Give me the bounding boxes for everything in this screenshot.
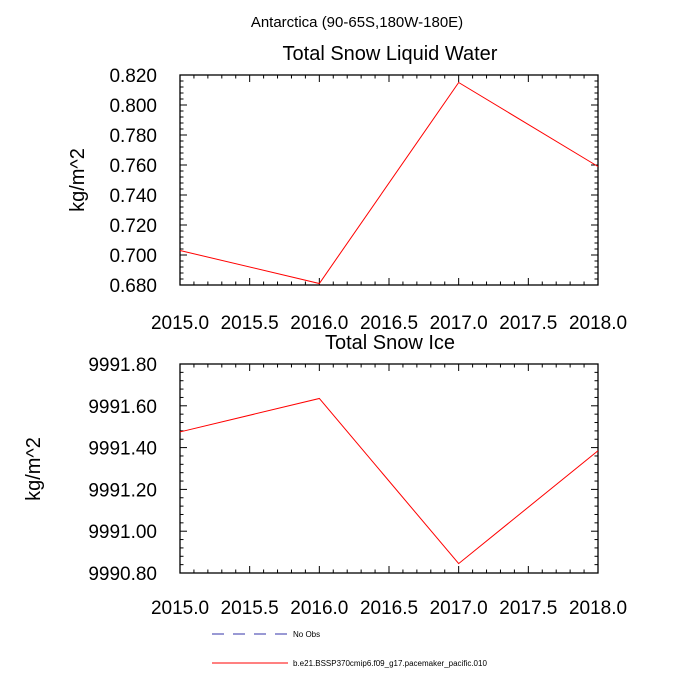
y-tick-label: 0.820 bbox=[109, 66, 157, 87]
y-tick-label: 0.680 bbox=[109, 276, 157, 297]
x-tick-label: 2015.0 bbox=[151, 598, 209, 619]
legend-entry-model: b.e21.BSSP370cmip6.f09_g17.pacemaker_pac… bbox=[212, 659, 487, 668]
suptitle: Antarctica (90-65S,180W-180E) bbox=[251, 14, 463, 31]
legend-label-no-obs: No Obs bbox=[293, 630, 320, 639]
y-tick-label: 0.740 bbox=[109, 186, 157, 207]
y-tick-label: 9991.00 bbox=[88, 522, 157, 543]
y-tick-label: 0.800 bbox=[109, 96, 157, 117]
series-lines bbox=[179, 397, 599, 565]
legend: No Obs b.e21.BSSP370cmip6.f09_g17.pacema… bbox=[212, 630, 487, 668]
x-tick-label: 2016.5 bbox=[360, 598, 418, 619]
y-tick-label: 0.760 bbox=[109, 156, 157, 177]
x-tick-labels: 2015.0 2015.5 2016.0 2016.5 2017.0 2017.5 2018… bbox=[151, 313, 627, 334]
x-tick-label: 2015.5 bbox=[221, 598, 279, 619]
y-tick-label: 0.700 bbox=[109, 246, 157, 267]
panel-title: Total Snow Ice bbox=[325, 332, 455, 354]
legend-entry-no-obs: No Obs bbox=[212, 630, 320, 639]
plot-frame bbox=[179, 74, 599, 286]
y-tick-label: 9991.40 bbox=[88, 439, 157, 460]
y-axis-label: kg/m^2 bbox=[67, 148, 89, 212]
series-lines bbox=[179, 81, 599, 285]
x-tick-labels: 2015.0 2015.5 2016.0 2016.5 2017.0 2017.5 2018… bbox=[151, 598, 627, 619]
x-tick-label: 2016.0 bbox=[290, 313, 348, 334]
legend-label-model: b.e21.BSSP370cmip6.f09_g17.pacemaker_pac… bbox=[293, 659, 487, 668]
ticks bbox=[179, 363, 599, 574]
x-tick-label: 2015.5 bbox=[221, 313, 279, 334]
ticks bbox=[179, 74, 599, 286]
series-line bbox=[179, 81, 599, 285]
y-tick-label: 9991.20 bbox=[88, 480, 157, 501]
x-tick-label: 2017.0 bbox=[430, 598, 488, 619]
y-tick-label: 0.780 bbox=[109, 126, 157, 147]
x-tick-label: 2015.0 bbox=[151, 313, 209, 334]
x-tick-label: 2016.0 bbox=[290, 598, 348, 619]
y-tick-label: 9991.60 bbox=[88, 397, 157, 418]
x-tick-label: 2018.0 bbox=[569, 313, 627, 334]
plot-frame bbox=[179, 363, 599, 574]
y-tick-labels: 0.680 0.700 0.720 0.740 0.760 0.780 0.800 0.820 bbox=[109, 66, 157, 297]
panel-snow-liquid-water: Total Snow Liquid Water kg/m^2 2015.0 201… bbox=[67, 43, 627, 334]
y-tick-label: 0.720 bbox=[109, 216, 157, 237]
y-axis-label: kg/m^2 bbox=[23, 437, 45, 501]
series-line bbox=[179, 397, 599, 565]
panel-snow-ice: Total Snow Ice kg/m^2 2015.0 2015.5 2016.0… bbox=[23, 332, 627, 619]
x-tick-label: 2017.0 bbox=[430, 313, 488, 334]
x-tick-label: 2016.5 bbox=[360, 313, 418, 334]
panel-title: Total Snow Liquid Water bbox=[283, 43, 498, 65]
y-tick-labels: 9990.80 9991.00 9991.20 9991.40 9991.60 9991.… bbox=[88, 355, 157, 585]
y-tick-label: 9991.80 bbox=[88, 355, 157, 376]
x-tick-label: 2017.5 bbox=[499, 598, 557, 619]
y-tick-label: 9990.80 bbox=[88, 564, 157, 585]
x-tick-label: 2018.0 bbox=[569, 598, 627, 619]
x-tick-label: 2017.5 bbox=[499, 313, 557, 334]
